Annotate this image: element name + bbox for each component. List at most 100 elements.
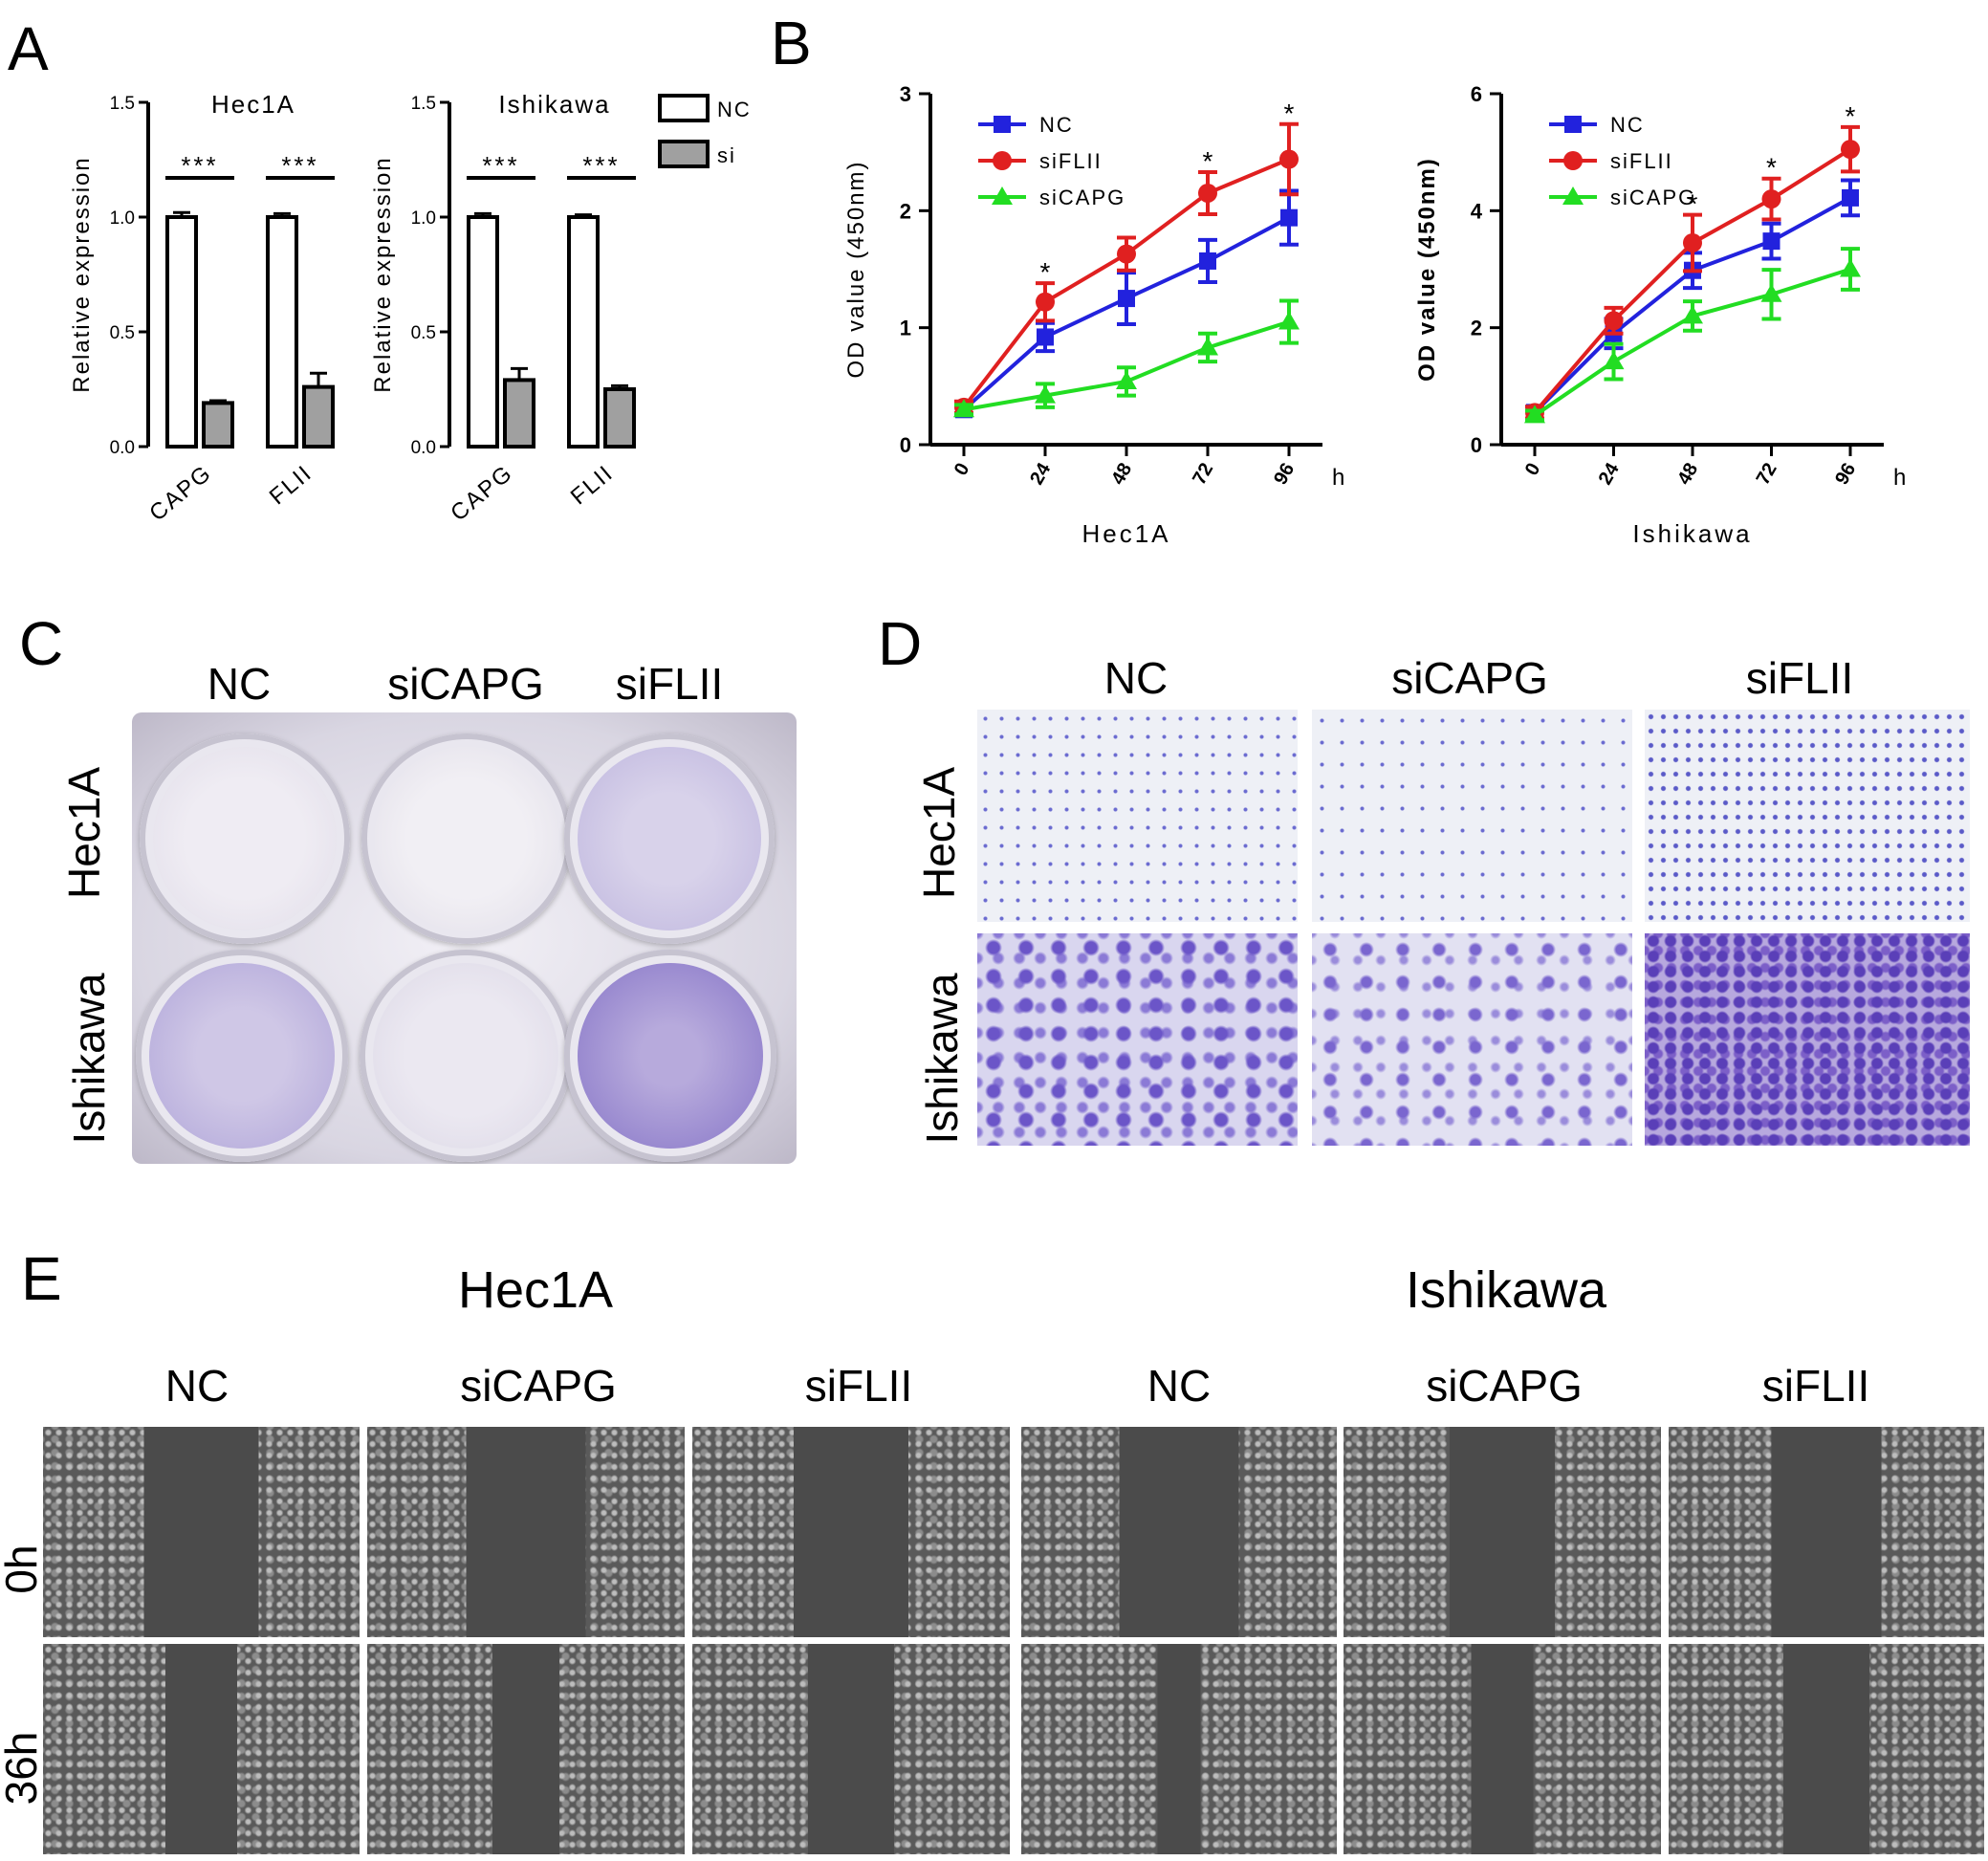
transwell-ishikawa-sicapg	[1312, 933, 1632, 1146]
data-point	[1197, 337, 1218, 356]
y-tick-label: 6	[1471, 82, 1482, 106]
legend-marker	[1563, 151, 1583, 170]
data-point	[1037, 328, 1054, 346]
category-label: FLII	[265, 460, 317, 510]
x-unit-label: h	[1893, 465, 1906, 491]
significance-label: ***	[281, 151, 318, 180]
transwell-ishikawa-nc	[977, 933, 1298, 1146]
category-label: FLII	[566, 460, 619, 510]
e-row-36h: 36h	[0, 1731, 46, 1806]
well-ishikawa-siflii	[564, 950, 776, 1162]
y-tick-label: 1	[900, 317, 911, 340]
bar-nc	[266, 215, 298, 449]
transwell-hec1a-nc	[977, 710, 1298, 922]
panel-a-chart: Hec1A 0.0 0.5 1.0 1.5 Relative expression *** C…	[69, 90, 752, 527]
wound-image-36h-5	[1344, 1644, 1661, 1854]
data-point	[1116, 370, 1137, 389]
d-col-siflii: siFLII	[1745, 653, 1854, 703]
wound-image-0h-5	[1344, 1427, 1661, 1637]
y-tick-label: 0	[900, 433, 911, 457]
legend-marker	[1562, 186, 1584, 205]
category-label: CAPG	[446, 460, 518, 527]
transwell-hec1a-siflii	[1645, 710, 1970, 922]
category-label: CAPG	[144, 460, 217, 527]
wound-image-36h-6	[1669, 1644, 1984, 1854]
x-tick-label: 48	[1673, 460, 1702, 489]
c-col-nc: NC	[207, 659, 272, 709]
well-ishikawa-nc	[136, 950, 348, 1162]
data-point	[1278, 311, 1300, 330]
significance-star: *	[1203, 146, 1213, 176]
bar-si	[503, 378, 535, 449]
data-point	[1761, 189, 1781, 209]
bar-nc	[165, 215, 198, 449]
y-tick-label: 4	[1471, 199, 1483, 223]
y-tick-label: 0.0	[411, 438, 436, 458]
data-point	[1117, 244, 1136, 264]
legend-marker	[1564, 116, 1582, 133]
data-point	[1760, 283, 1782, 302]
legend-label: siFLII	[1039, 149, 1103, 173]
transwell-ishikawa-siflii	[1645, 933, 1970, 1146]
data-point	[1840, 258, 1861, 277]
data-point	[1762, 232, 1780, 251]
data-point	[1683, 232, 1702, 252]
y-tick-label: 0.5	[411, 323, 436, 343]
data-point	[1280, 208, 1298, 227]
c-row-ishikawa: Ishikawa	[64, 973, 114, 1145]
c-col-siflii: siFLII	[615, 659, 724, 709]
legend-label: NC	[1610, 113, 1645, 137]
x-tick-label: 96	[1270, 460, 1299, 489]
y-axis-label: Relative expression	[370, 156, 396, 392]
significance-label: ***	[482, 151, 519, 180]
data-point	[1035, 384, 1056, 404]
chart-title: Ishikawa	[498, 90, 610, 119]
wound-image-36h-4	[1021, 1644, 1337, 1854]
legend-marker	[993, 151, 1012, 170]
data-point	[1199, 252, 1216, 270]
e-col-sicapg-2: siCAPG	[1426, 1361, 1583, 1411]
d-row-hec1a: Hec1A	[914, 766, 964, 899]
x-tick-label: 0	[950, 460, 974, 480]
e-col-siflii-1: siFLII	[804, 1361, 913, 1411]
legend-label: siCAPG	[1610, 186, 1696, 209]
d-col-nc: NC	[1103, 653, 1169, 703]
e-col-nc-2: NC	[1147, 1361, 1212, 1411]
wound-image-0h-2	[367, 1427, 685, 1637]
significance-star: *	[1040, 257, 1051, 287]
panel-letter-d: D	[878, 609, 923, 678]
e-col-sicapg-1: siCAPG	[460, 1361, 617, 1411]
y-axis-label: OD value (450nm)	[843, 160, 869, 378]
data-point	[1842, 188, 1859, 207]
significance-star: *	[1846, 101, 1856, 131]
bar-si	[603, 387, 636, 449]
data-point	[1279, 149, 1299, 169]
colony-plate-photo	[132, 712, 797, 1164]
bar-nc	[567, 215, 600, 449]
x-axis-label: Hec1A	[1081, 519, 1170, 548]
legend-marker	[994, 116, 1011, 133]
wound-image-36h-3	[692, 1644, 1010, 1854]
well-hec1a-sicapg	[361, 733, 572, 944]
panel-letter-e: E	[21, 1244, 62, 1313]
legend-marker	[992, 186, 1013, 205]
panel-letter-c: C	[19, 609, 64, 678]
e-col-siflii-2: siFLII	[1761, 1361, 1870, 1411]
y-tick-label: 1.0	[411, 208, 436, 229]
data-point	[1524, 405, 1545, 424]
y-tick-label: 1.5	[110, 94, 135, 114]
significance-label: ***	[582, 151, 620, 180]
bar-nc	[467, 215, 499, 449]
hec1a-expression-chart: Hec1A 0.0 0.5 1.0 1.5 Relative expression *** C…	[69, 90, 335, 526]
chart-title: Hec1A	[211, 90, 295, 119]
legend-label: NC	[717, 98, 752, 121]
y-axis-label: Relative expression	[69, 156, 95, 392]
data-point	[1118, 290, 1135, 308]
d-row-ishikawa: Ishikawa	[917, 973, 967, 1145]
well-ishikawa-sicapg	[360, 950, 572, 1162]
significance-star: *	[1284, 99, 1295, 128]
series-line-sicapg	[1533, 267, 1851, 418]
legend-swatch-si	[658, 140, 710, 168]
x-axis-label: Ishikawa	[1632, 519, 1752, 548]
